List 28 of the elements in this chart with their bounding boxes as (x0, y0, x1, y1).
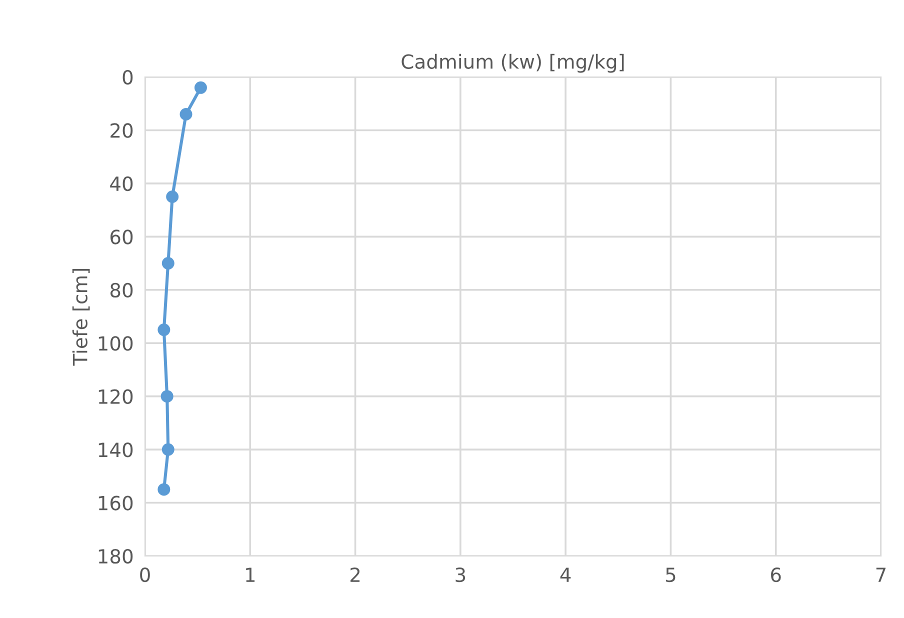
point (158, 324, 170, 336)
x-tick-label: 1 (246, 568, 255, 582)
y-tick-label: 20 (110, 123, 133, 138)
y-tick-label: 0 (122, 70, 133, 85)
y-tick-label: 80 (110, 282, 133, 298)
x-tick-label: 7 (876, 568, 886, 582)
x-tick-label: 4 (560, 568, 571, 582)
point (158, 483, 170, 496)
x-tick-label: 5 (666, 568, 676, 582)
point (162, 443, 174, 456)
x-tick-label: 3 (456, 567, 466, 582)
y-axis-title: Tiefe [cm] (72, 268, 90, 366)
point (166, 190, 179, 203)
y-tick-label: 160 (98, 496, 133, 510)
chart-title: Cadmium (kw) [mg/kg] (402, 54, 624, 73)
point (160, 390, 174, 403)
y-tick-label: 60 (110, 230, 133, 244)
point (162, 257, 174, 270)
y-tick-label: 40 (110, 176, 133, 192)
x-tick-label: 2 (350, 567, 360, 582)
point (180, 108, 192, 121)
x-tick-label: 6 (771, 567, 781, 582)
x-tick-label: 0 (140, 567, 150, 582)
y-tick-label: 180 (98, 548, 133, 564)
y-tick-label: 120 (98, 389, 133, 404)
y-tick-label: 100 (98, 336, 133, 351)
point (194, 81, 207, 94)
y-tick-label: 140 (98, 442, 133, 458)
